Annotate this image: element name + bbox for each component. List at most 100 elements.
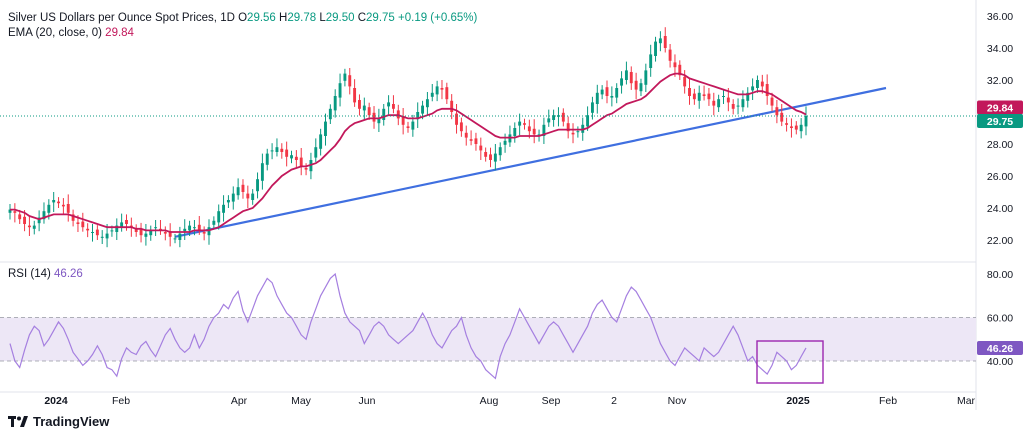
- candle-body: [503, 140, 507, 145]
- candle-body: [649, 54, 653, 68]
- candle-body: [348, 75, 352, 87]
- rsi-axis-tick: 60.00: [987, 313, 1013, 325]
- candle-body: [192, 227, 196, 229]
- candle-body: [110, 230, 114, 232]
- candle-body: [144, 233, 148, 237]
- candle-body: [717, 99, 721, 108]
- candle-body: [620, 78, 624, 86]
- candle-body: [668, 49, 672, 61]
- rsi-value-tag-label: 46.26: [987, 343, 1013, 355]
- candle-body: [226, 200, 230, 203]
- candle-body: [387, 102, 391, 107]
- candle-body: [343, 73, 347, 81]
- candle-body: [746, 92, 750, 101]
- candle-body: [663, 36, 667, 48]
- time-axis-tick: Nov: [668, 395, 687, 407]
- candle-body: [736, 105, 740, 107]
- candle-body: [741, 99, 745, 108]
- candle-body: [236, 187, 240, 196]
- candle-body: [358, 100, 361, 109]
- candle-body: [362, 105, 366, 111]
- candle-body: [421, 105, 425, 114]
- ema-legend[interactable]: EMA (20, close, 0) 29.84: [8, 27, 134, 39]
- candle-body: [658, 38, 662, 44]
- rsi-axis-tick: 80.00: [987, 269, 1013, 281]
- candle-body: [401, 116, 405, 125]
- last-price-tag-label: 29.75: [987, 116, 1013, 128]
- time-axis-tick: Feb: [112, 395, 130, 407]
- candle-body: [71, 214, 75, 221]
- high-value: 29.78: [287, 12, 317, 24]
- price-axis-tick: 24.00: [987, 203, 1013, 215]
- candle-body: [197, 224, 201, 231]
- candle-body: [751, 86, 755, 91]
- candle-body: [217, 211, 221, 223]
- ema-line: [10, 72, 807, 233]
- close-label: C: [357, 12, 367, 24]
- candle-body: [445, 87, 449, 100]
- ema-value: 29.84: [105, 27, 134, 39]
- candle-body: [32, 225, 36, 229]
- candle-body: [479, 145, 483, 151]
- candle-body: [338, 83, 342, 98]
- rsi-highlight-box: [756, 340, 824, 384]
- candle-body: [464, 132, 468, 138]
- low-label: L: [319, 12, 326, 24]
- open-value: 29.56: [247, 12, 276, 24]
- candle-body: [290, 155, 293, 159]
- candle-body: [382, 108, 386, 120]
- candle-body: [770, 97, 774, 106]
- candle-body: [688, 88, 691, 96]
- brand-logo[interactable]: TradingView: [8, 414, 109, 429]
- candle-body: [61, 204, 65, 207]
- price-axis-tick: 36.00: [987, 11, 1013, 23]
- candle-body: [105, 233, 109, 239]
- candle-body: [430, 92, 434, 97]
- candle-body: [605, 87, 609, 96]
- candle-body: [527, 126, 531, 132]
- candle-body: [629, 72, 633, 84]
- candle-body: [595, 92, 599, 104]
- candle-body: [474, 138, 478, 144]
- candle-body: [125, 220, 128, 224]
- last-price-tag: [977, 114, 1023, 128]
- candle-body: [469, 139, 473, 141]
- candle-body: [775, 107, 779, 116]
- candle-body: [576, 131, 580, 133]
- axes: 36.0034.0032.0030.0028.0026.0024.0022.00…: [44, 11, 1023, 407]
- candle-body: [590, 102, 594, 113]
- candle-body: [552, 115, 556, 120]
- candle-body: [760, 81, 764, 87]
- candle-body: [353, 88, 357, 103]
- candle-body: [678, 64, 682, 76]
- candle-body: [542, 124, 546, 136]
- rsi-value-tag: [977, 340, 1023, 355]
- rsi-legend[interactable]: RSI (14) 46.26: [8, 268, 83, 280]
- time-axis-tick: Sep: [542, 395, 561, 407]
- candle-body: [411, 121, 415, 130]
- rsi-line: [9, 272, 807, 380]
- time-axis-tick: Aug: [480, 395, 499, 407]
- candle-body: [702, 94, 706, 96]
- candle-body: [624, 70, 628, 80]
- candle-body: [726, 97, 730, 103]
- candle-body: [183, 228, 187, 232]
- candle-body: [639, 83, 643, 92]
- change-value: +0.19 (+0.65%): [398, 12, 478, 24]
- candle-body: [493, 153, 497, 162]
- candle-body: [561, 112, 565, 122]
- candle-body: [615, 88, 619, 98]
- candle-body: [780, 112, 784, 122]
- candle-body: [799, 124, 803, 132]
- candle-body: [256, 179, 259, 192]
- symbol-title: Silver US Dollars per Ounce Spot Prices,…: [8, 12, 235, 24]
- candle-body: [794, 125, 798, 130]
- candle-body: [280, 148, 284, 152]
- candle-body: [489, 154, 492, 160]
- candle-body: [95, 229, 99, 236]
- candle-body: [139, 229, 143, 236]
- trend-line: [174, 86, 887, 238]
- candle-body: [523, 123, 526, 125]
- candle-body: [673, 62, 677, 68]
